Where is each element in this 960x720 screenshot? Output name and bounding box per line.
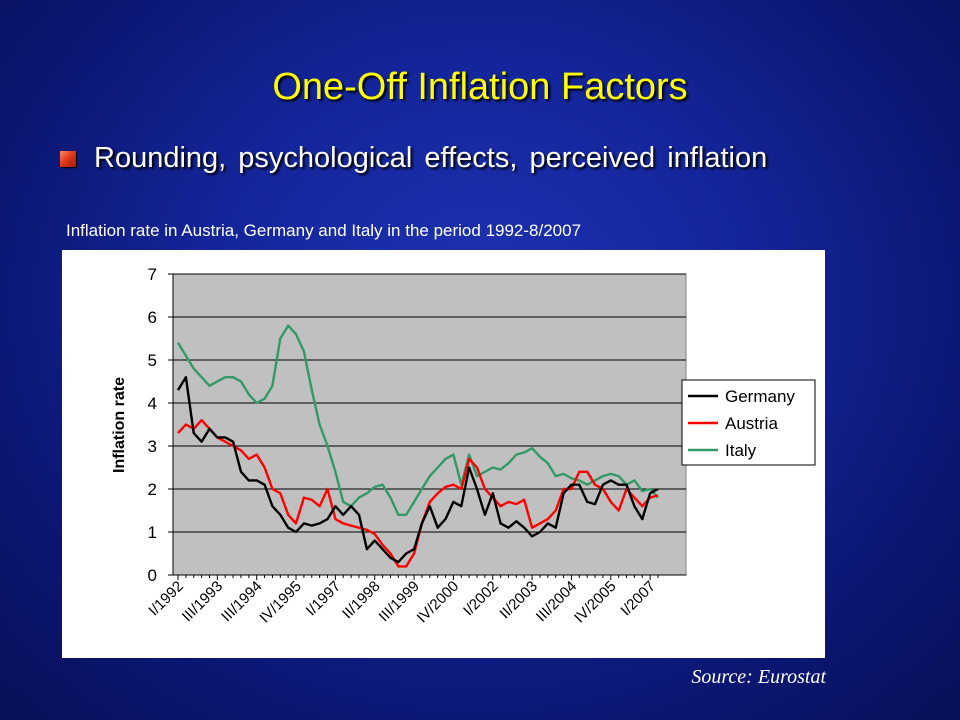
x-tick-label: I/2002 (460, 578, 502, 620)
bullet-row: Rounding, psychological effects, perceiv… (60, 142, 767, 175)
x-axis-ticks: I/1992III/1993III/1994IV/1995I/1997II/19… (145, 575, 659, 626)
chart-area: 0 1 2 3 4 5 6 7 I/1992 III/1993 III/1994 IV/1995 I/… (62, 250, 825, 658)
bullet-text: Rounding, psychological effects, perceiv… (94, 142, 768, 174)
y-axis-ticks: 0 1 2 3 4 5 6 7 (148, 265, 173, 585)
legend-label-germany: Germany (725, 387, 795, 406)
legend-label-austria: Austria (725, 414, 778, 433)
x-tick-label: I/2007 (617, 578, 659, 620)
y-tick-label: 5 (148, 351, 157, 370)
slide-title: One-Off Inflation Factors (272, 66, 688, 108)
source-note: Source: Eurostat (691, 666, 826, 688)
plot-area-background (172, 273, 687, 576)
x-tick-label: III/2004 (533, 578, 580, 625)
y-tick-label: 1 (148, 523, 157, 542)
chart-caption: Inflation rate in Austria, Germany and I… (66, 221, 582, 240)
y-tick-label: 6 (148, 308, 157, 327)
y-tick-label: 2 (148, 480, 157, 499)
x-tick-label: IV/1995 (256, 578, 305, 627)
x-tick-label: III/1999 (375, 578, 422, 625)
y-axis-label: Inflation rate (111, 377, 128, 473)
bullet-square-icon (60, 150, 76, 167)
series-line-italy (176, 324, 659, 516)
series-line-germany (176, 375, 659, 564)
y-tick-label: 7 (148, 265, 157, 284)
y-tick-label: 4 (148, 394, 157, 413)
series-lines (176, 324, 659, 568)
legend: Germany Austria Italy (688, 387, 795, 460)
y-tick-label: 3 (148, 437, 157, 456)
x-tick-label: III/1994 (218, 578, 265, 625)
x-tick-label: III/1993 (179, 578, 226, 625)
inflation-chart: 0 1 2 3 4 5 6 7 I/1992III/1993III/1994IV/1995I/… (111, 265, 816, 626)
x-tick-label: IV/2005 (571, 578, 620, 627)
x-tick-label: I/1997 (303, 578, 345, 620)
legend-label-italy: Italy (725, 441, 757, 460)
x-tick-label: IV/2000 (414, 578, 463, 627)
y-tick-label: 0 (148, 566, 157, 585)
